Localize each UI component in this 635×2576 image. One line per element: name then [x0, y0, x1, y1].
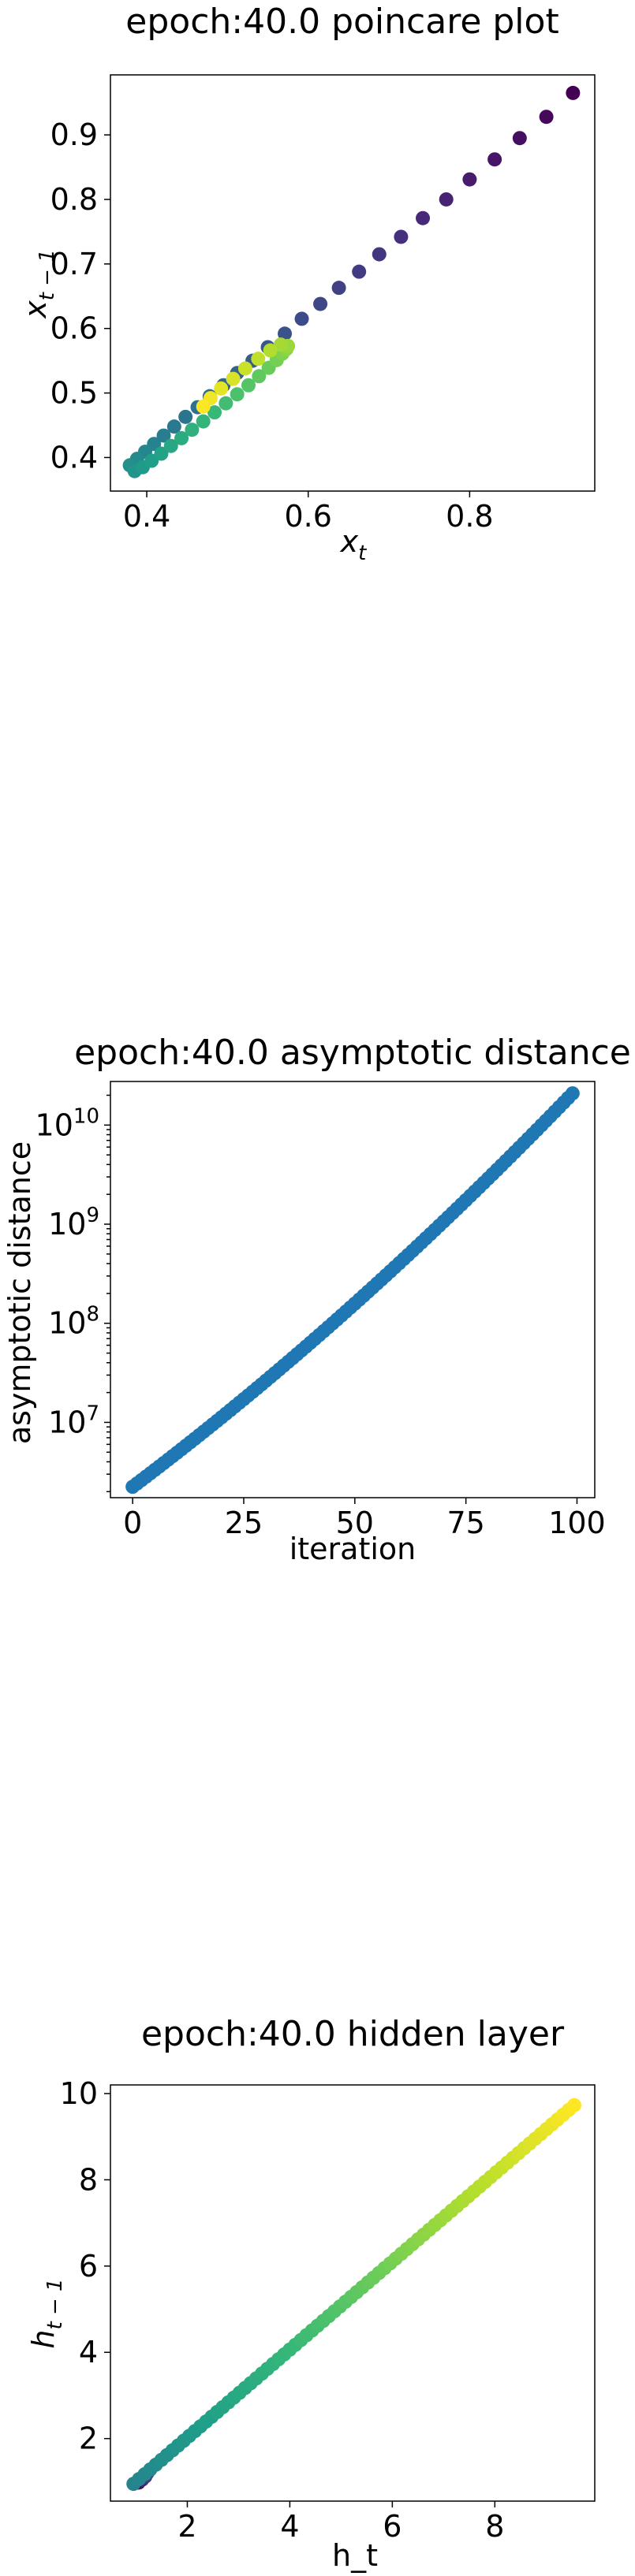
- poincare-point: [207, 405, 222, 420]
- asymptotic-chart-x-label: iteration: [289, 1532, 416, 1566]
- poincare-point: [331, 281, 346, 296]
- poincare-chart: epoch:40.0 poincare plot 0.4 0.6 0.8 0.40.…: [18, 2, 596, 565]
- poincare-point: [226, 371, 241, 386]
- hidden-layer-y-tick-label: 8: [79, 2162, 98, 2197]
- poincare-point: [263, 343, 278, 358]
- asymptotic-chart-points: [125, 1086, 580, 1495]
- hidden-layer-chart-y-label: ht − 1: [26, 2278, 67, 2348]
- asymptotic-x-tick-label: 100: [548, 1506, 606, 1540]
- poincare-chart-x-label: xt: [340, 524, 368, 565]
- poincare-x-tick-label: 0.4: [123, 499, 170, 534]
- poincare-chart-y-label: xt − 1: [18, 249, 59, 319]
- poincare-point: [185, 423, 200, 437]
- poincare-point: [154, 446, 169, 461]
- poincare-point: [352, 264, 367, 279]
- asymptotic-chart-frame: [110, 1081, 596, 1498]
- asymptotic-x-tick-label: 75: [446, 1506, 484, 1540]
- poincare-point: [416, 210, 431, 225]
- hidden-layer-chart-points: [126, 2098, 582, 2492]
- asymptotic-x-tick-label: 50: [336, 1506, 374, 1540]
- poincare-point: [278, 326, 293, 341]
- poincare-point: [214, 381, 229, 396]
- poincare-x-tick-label: 0.6: [284, 499, 331, 534]
- hidden-layer-x-tick-label: 6: [383, 2509, 402, 2544]
- asymptotic-x-tick-label: 0: [123, 1506, 142, 1540]
- poincare-point: [163, 438, 178, 453]
- poincare-point: [294, 311, 309, 326]
- hidden-layer-y-tick-label: 2: [79, 2422, 98, 2456]
- hidden-layer-point: [567, 2098, 582, 2113]
- asymptotic-chart-x-ticks: 0 25 50 75 100: [123, 1498, 606, 1540]
- poincare-chart-y-ticks: 0.4 0.5 0.6 0.7 0.8 0.9: [50, 117, 110, 475]
- asymptotic-y-tick-label: 109: [48, 1204, 99, 1241]
- poincare-point: [230, 387, 245, 402]
- poincare-point: [196, 414, 211, 429]
- poincare-point: [487, 152, 502, 167]
- poincare-x-tick-label: 0.8: [446, 499, 493, 534]
- hidden-layer-chart-x-label: h_t: [332, 2538, 378, 2573]
- poincare-point: [166, 419, 181, 434]
- asymptotic-x-tick-label: 25: [225, 1506, 263, 1540]
- poincare-chart-x-ticks: 0.4 0.6 0.8: [123, 491, 494, 534]
- poincare-point: [219, 396, 233, 411]
- poincare-y-tick-label: 0.4: [50, 440, 98, 475]
- poincare-chart-points: [122, 85, 581, 478]
- poincare-point: [241, 378, 256, 393]
- hidden-layer-y-tick-label: 4: [79, 2335, 98, 2369]
- poincare-point: [566, 85, 581, 100]
- poincare-point: [394, 229, 409, 244]
- asymptotic-point: [565, 1086, 580, 1101]
- asymptotic-y-tick-label: 108: [48, 1303, 99, 1341]
- hidden-layer-y-tick-label: 10: [60, 2076, 98, 2111]
- poincare-point: [252, 369, 267, 384]
- poincare-point: [273, 337, 288, 352]
- poincare-y-tick-label: 0.7: [50, 247, 98, 281]
- poincare-y-tick-label: 0.6: [50, 311, 98, 346]
- hidden-layer-x-tick-label: 8: [485, 2509, 504, 2544]
- poincare-point: [462, 172, 477, 187]
- asymptotic-y-tick-label: 1010: [35, 1104, 99, 1142]
- hidden-layer-y-tick-label: 6: [79, 2249, 98, 2284]
- asymptotic-chart-title: epoch:40.0 asymptotic distance: [74, 1033, 631, 1073]
- poincare-point: [512, 131, 527, 146]
- hidden-layer-x-tick-label: 2: [177, 2509, 196, 2544]
- hidden-layer-chart-x-ticks: 2 4 6 8: [177, 2501, 504, 2544]
- poincare-point: [174, 430, 189, 445]
- poincare-y-tick-label: 0.8: [50, 182, 98, 217]
- hidden-layer-chart-frame: [110, 2084, 596, 2502]
- asymptotic-distance-chart: epoch:40.0 asymptotic distance 0 25 50 75 10…: [2, 1033, 631, 1566]
- hidden-layer-chart-title: epoch:40.0 hidden layer: [141, 2014, 565, 2054]
- poincare-y-tick-label: 0.5: [50, 376, 98, 411]
- hidden-layer-chart-y-ticks: 2 4 6 8 10: [60, 2076, 110, 2456]
- poincare-point: [372, 247, 387, 262]
- asymptotic-chart-y-ticks: 107 108 109 1010: [35, 1094, 110, 1493]
- poincare-point: [439, 192, 454, 207]
- poincare-point: [196, 399, 211, 414]
- hidden-layer-x-tick-label: 4: [280, 2509, 299, 2544]
- poincare-chart-title: epoch:40.0 poincare plot: [125, 2, 558, 42]
- asymptotic-chart-y-label: asymptotic distance: [2, 1141, 37, 1444]
- poincare-chart-frame: [110, 74, 596, 492]
- poincare-y-tick-label: 0.9: [50, 117, 98, 152]
- poincare-point: [178, 409, 193, 424]
- poincare-point: [251, 352, 266, 367]
- poincare-point: [156, 428, 171, 443]
- poincare-point: [313, 296, 328, 311]
- poincare-point: [237, 361, 252, 376]
- asymptotic-y-tick-label: 107: [48, 1402, 99, 1439]
- poincare-point: [539, 110, 554, 125]
